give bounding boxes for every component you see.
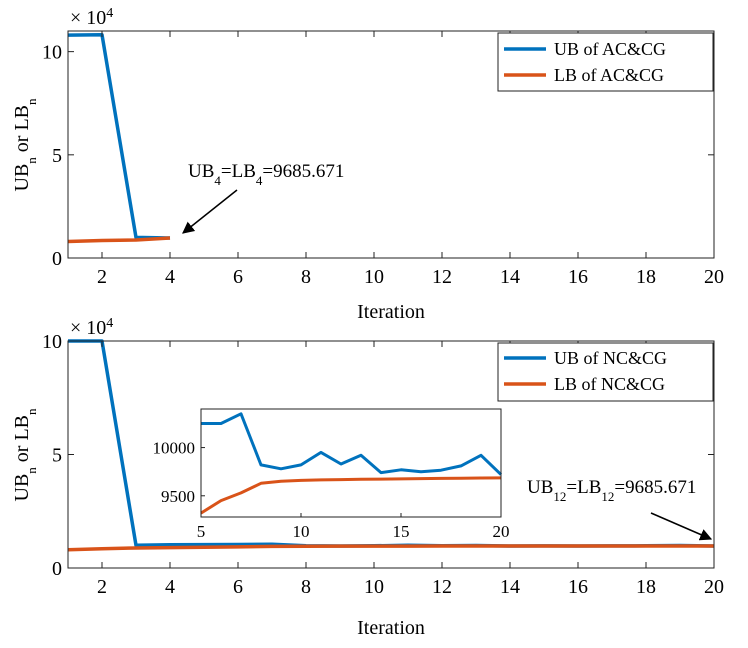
chart-1-series-ub-line <box>67 32 171 240</box>
chart-2-y-tick-label: 10 <box>42 331 62 353</box>
chart-2-annotation-text: UB12=LB12=9685.671 <box>527 477 696 504</box>
chart-2-legend-box <box>497 342 714 402</box>
chart-1-legend-label-lb: LB of AC&CG <box>554 65 664 85</box>
chart-1-legend: UB of AC&CG LB of AC&CG <box>497 32 714 92</box>
chart-2-inset-background <box>201 409 501 517</box>
chart-2-inset-series-ub-line <box>201 412 503 476</box>
chart-2-y-tick-label: 0 <box>52 558 62 580</box>
chart-2-y-axis-label: UBn or LBn <box>11 408 39 502</box>
chart-2-inset-series-lb-line <box>200 476 502 515</box>
chart-2-x-tick-label: 4 <box>165 576 175 598</box>
chart-2-y-tick-label: 5 <box>52 445 62 467</box>
chart-2-x-tick-label: 16 <box>568 576 588 598</box>
chart-2-plot-area <box>67 339 715 552</box>
chart-1-x-tick-label: 20 <box>704 266 724 288</box>
chart-1-y-tick-label: 5 <box>52 145 62 167</box>
chart-1-x-ticks: 2 4 6 8 10 12 14 16 18 20 <box>97 31 724 288</box>
chart-2-inset-axes-box <box>200 408 502 518</box>
chart-1-x-axis-label: Iteration <box>357 301 425 323</box>
chart-2-x-tick-label: 10 <box>364 576 384 598</box>
chart-2-x-tick-label: 12 <box>432 576 452 598</box>
chart-1-x-tick-label: 10 <box>364 266 384 288</box>
chart-2-x-axis-label: Iteration <box>357 617 425 639</box>
chart-1-x-tick-label: 8 <box>301 266 311 288</box>
chart-2-inset-x-tick-label: 10 <box>293 522 310 541</box>
chart-2-exponent-label: × 104 <box>70 316 113 340</box>
chart-1-annotation-text: UB4=LB4=9685.671 <box>188 161 344 188</box>
chart-2-x-tick-label: 18 <box>636 576 656 598</box>
chart-2-x-tick-label: 14 <box>500 576 520 598</box>
chart-1-axes-box <box>67 30 715 259</box>
chart-2-inset-x-tick-label: 5 <box>197 522 206 541</box>
chart-1-legend-box <box>497 32 714 92</box>
chart-1-x-tick-label: 18 <box>636 266 656 288</box>
chart-2-x-tick-label: 2 <box>97 576 107 598</box>
chart-2-x-ticks: 2 4 6 8 10 12 14 16 18 20 <box>97 341 724 598</box>
chart-1-x-tick-label: 6 <box>233 266 243 288</box>
chart-2-legend-label-ub: UB of NC&CG <box>554 348 667 368</box>
chart-2-inset-y-tick-label: 10000 <box>153 439 196 458</box>
chart-1-y-axis-label: UBn or LBn <box>11 98 39 192</box>
chart-1-x-tick-label: 14 <box>500 266 520 288</box>
chart-1-x-tick-label: 16 <box>568 266 588 288</box>
chart-2-series-lb-line <box>67 544 714 552</box>
chart-2-annotation-arrow <box>650 512 713 541</box>
chart-2-inset: 5 10 15 20 9500 10000 <box>153 408 510 541</box>
chart-2-x-tick-label: 6 <box>233 576 243 598</box>
chart-2-legend-label-lb: LB of NC&CG <box>554 374 665 394</box>
chart-1-series-lb-line <box>67 236 171 244</box>
chart-2: 2 4 6 8 10 12 14 16 18 20 0 5 10 Iteration UBn or L… <box>11 316 724 640</box>
chart-1-plot-area <box>67 32 171 244</box>
chart-1-x-tick-label: 2 <box>97 266 107 288</box>
chart-1-y-tick-label: 0 <box>52 248 62 270</box>
chart-1-legend-label-ub: UB of AC&CG <box>554 39 666 59</box>
chart-2-x-tick-label: 20 <box>704 576 724 598</box>
chart-1-x-tick-label: 4 <box>165 266 175 288</box>
chart-2-inset-y-ticks: 9500 10000 <box>153 439 205 506</box>
chart-1: 2 4 6 8 10 12 14 16 18 20 0 5 10 Iteration UBn or L… <box>11 6 724 324</box>
chart-1-x-tick-label: 12 <box>432 266 452 288</box>
chart-1-exponent-label: × 104 <box>70 6 113 30</box>
chart-2-inset-x-tick-label: 20 <box>493 522 510 541</box>
chart-1-y-tick-label: 10 <box>42 42 62 64</box>
chart-1-annotation-arrow <box>182 189 238 234</box>
chart-2-y-ticks: 0 5 10 <box>42 331 714 580</box>
chart-2-inset-y-tick-label: 9500 <box>161 487 195 506</box>
chart-2-inset-plot-area <box>200 412 503 515</box>
chart-2-legend: UB of NC&CG LB of NC&CG <box>497 342 714 402</box>
chart-2-inset-x-ticks: 5 10 15 20 <box>197 513 510 541</box>
chart-2-x-tick-label: 8 <box>301 576 311 598</box>
chart-2-inset-x-tick-label: 15 <box>393 522 410 541</box>
